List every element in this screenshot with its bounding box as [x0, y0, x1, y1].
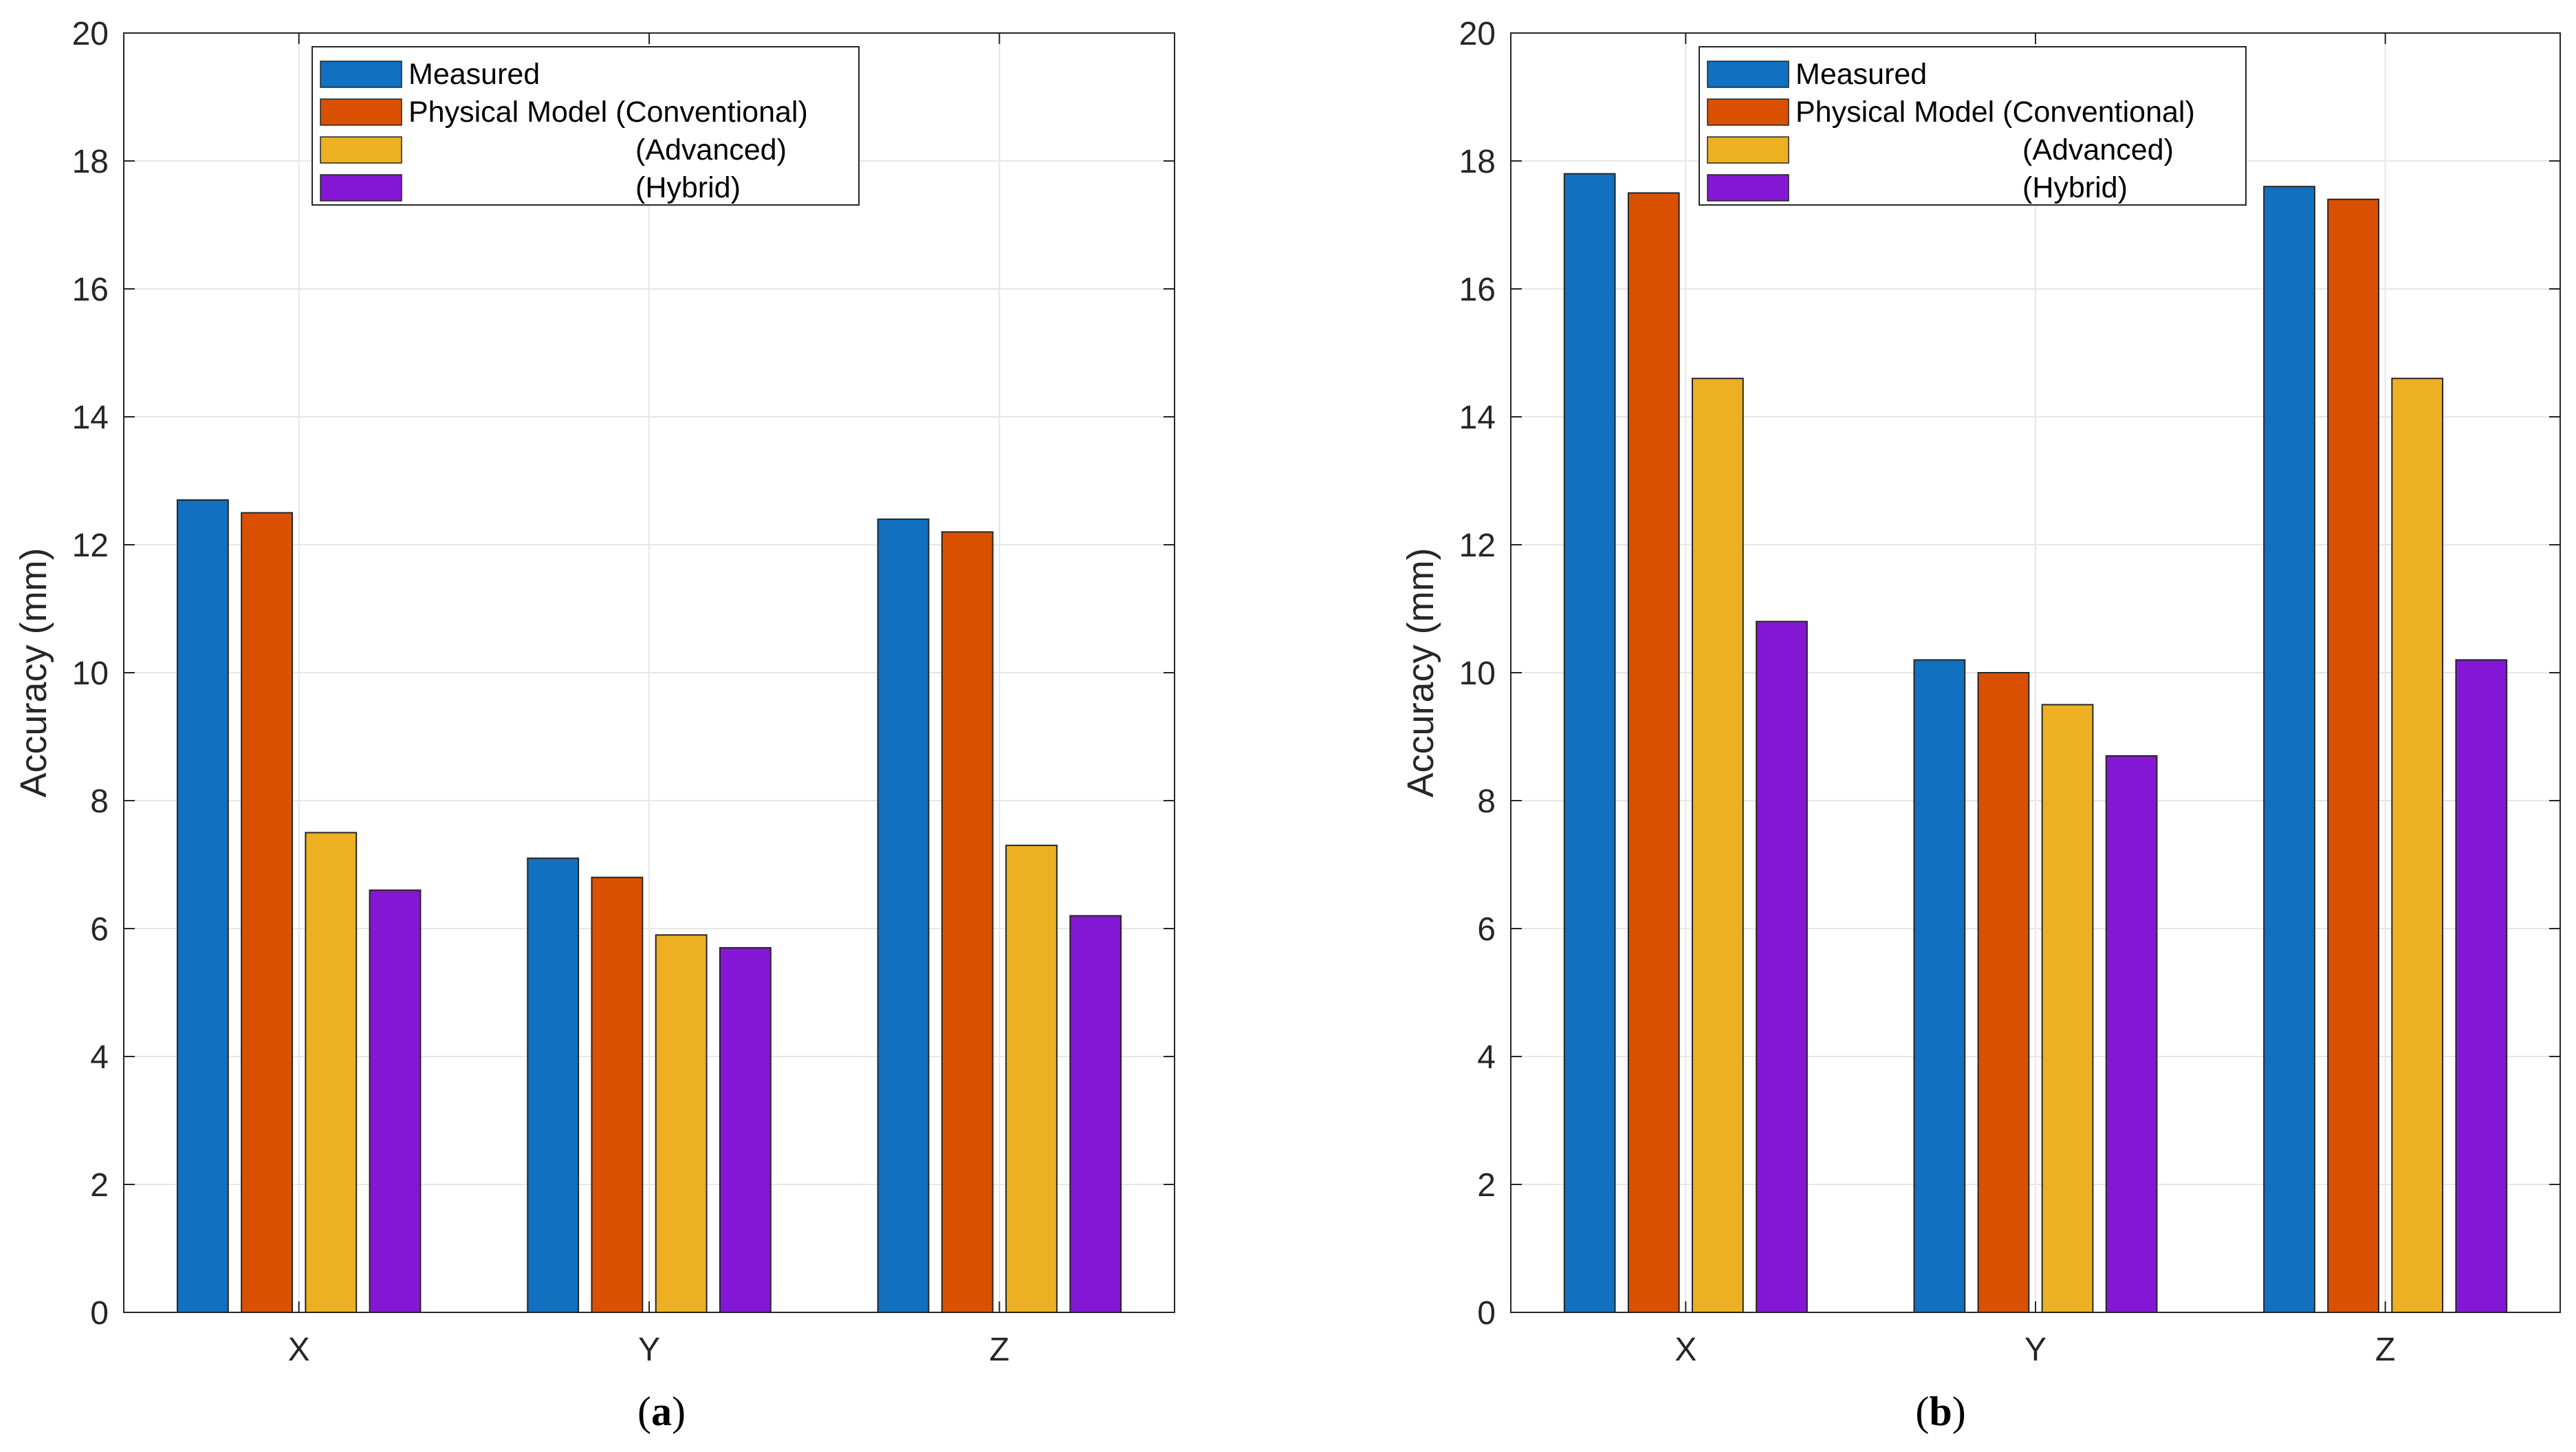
- legend-label-advanced: (Advanced): [2022, 133, 2174, 166]
- y-tick-label: 20: [1459, 16, 1496, 52]
- y-tick-label: 14: [72, 400, 109, 436]
- legend: Measured Physical Model (Conventional) (Ad…: [312, 46, 860, 206]
- legend-swatch-hybrid: [320, 174, 402, 202]
- caption-paren-close: ): [672, 1389, 686, 1434]
- legend-swatch-hybrid: [1707, 174, 1789, 202]
- y-tick-label: 10: [1459, 655, 1496, 692]
- y-tick-label: 18: [72, 144, 109, 180]
- caption-letter: b: [1929, 1389, 1952, 1434]
- y-tick-label: 4: [90, 1039, 109, 1076]
- bar-conventional-y: [591, 876, 644, 1313]
- y-tick-label: 16: [1459, 272, 1496, 308]
- y-tick-label: 12: [1459, 528, 1496, 564]
- bar-hybrid-x: [1756, 620, 1808, 1313]
- legend-swatch-measured: [320, 61, 402, 88]
- bar-conventional-y: [1977, 672, 2030, 1313]
- y-axis-title: Accuracy (mm): [13, 548, 54, 798]
- bar-advanced-y: [655, 934, 708, 1314]
- caption-paren-close: ): [1952, 1389, 1966, 1434]
- bar-measured-z: [2263, 186, 2315, 1314]
- bar-measured-x: [1563, 173, 1616, 1314]
- y-tick-label: 6: [90, 911, 109, 948]
- legend-swatch-measured: [1707, 61, 1789, 88]
- legend-swatch-advanced: [320, 136, 402, 164]
- bar-hybrid-z: [1069, 915, 1122, 1313]
- y-tick-label: 4: [1477, 1039, 1496, 1076]
- bar-hybrid-z: [2455, 659, 2508, 1313]
- bar-advanced-z: [1005, 845, 1058, 1313]
- legend-swatch-conventional: [1707, 98, 1789, 126]
- bar-conventional-z: [2327, 198, 2380, 1313]
- x-tick-label: Z: [2375, 1332, 2395, 1368]
- bar-conventional-x: [241, 512, 293, 1313]
- caption-paren-open: (: [637, 1389, 651, 1434]
- caption-letter: a: [651, 1389, 672, 1434]
- y-tick-label: 2: [1477, 1167, 1496, 1204]
- legend-label-hybrid: (Hybrid): [635, 171, 741, 204]
- axes-box: [123, 32, 1175, 1313]
- legend-label-advanced: (Advanced): [635, 133, 787, 166]
- bar-hybrid-y: [719, 946, 772, 1313]
- y-tick-label: 12: [72, 528, 109, 564]
- y-tick-label: 6: [1477, 911, 1496, 948]
- legend-swatch-conventional: [320, 98, 402, 126]
- y-tick-label: 2: [90, 1167, 109, 1204]
- x-tick-label: X: [1674, 1332, 1696, 1368]
- x-tick-label: Y: [2024, 1332, 2046, 1368]
- chart-panel-a: 0 2 4 6 8 10 12 14 16 18 20 X Y Z Accuracy (mm) Measure…: [13, 16, 1175, 1434]
- y-tick-label: 8: [1477, 783, 1496, 820]
- bar-advanced-y: [2041, 704, 2094, 1313]
- y-tick-label: 20: [72, 16, 109, 52]
- bar-advanced-z: [2391, 378, 2444, 1314]
- y-tick-label: 0: [90, 1295, 109, 1332]
- bar-advanced-x: [305, 832, 358, 1313]
- x-tick-label: X: [288, 1332, 310, 1368]
- panel-caption: (a): [637, 1389, 686, 1434]
- legend-box: [1699, 46, 2247, 206]
- legend-label-hybrid: (Hybrid): [2022, 171, 2128, 204]
- y-tick-label: 0: [1477, 1295, 1496, 1332]
- caption-paren-open: (: [1915, 1389, 1929, 1434]
- y-tick-label: 14: [1459, 400, 1496, 436]
- x-tick-label: Z: [990, 1332, 1009, 1368]
- bar-advanced-x: [1691, 378, 1744, 1314]
- bar-conventional-x: [1627, 192, 1680, 1313]
- bar-measured-z: [877, 518, 930, 1313]
- chart-panel-b: 0 2 4 6 8 10 12 14 16 18 20 X Y Z Accuracy (mm) Measure…: [1400, 16, 2561, 1434]
- y-tick-label: 18: [1459, 144, 1496, 180]
- y-tick-label: 10: [72, 655, 109, 692]
- panel-caption: (b): [1915, 1389, 1965, 1434]
- legend: Measured Physical Model (Conventional) (Ad…: [1699, 46, 2247, 206]
- axes-box: [1510, 32, 2561, 1313]
- y-axis-title: Accuracy (mm): [1400, 548, 1441, 798]
- legend-label-measured: Measured: [408, 58, 540, 91]
- bar-conventional-z: [941, 531, 994, 1313]
- bar-measured-y: [1913, 659, 1966, 1313]
- bar-hybrid-y: [2105, 755, 2158, 1313]
- legend-label-measured: Measured: [1795, 58, 1927, 91]
- y-tick-label: 16: [72, 272, 109, 308]
- bar-measured-x: [176, 499, 229, 1313]
- legend-label-conventional: Physical Model (Conventional): [408, 96, 808, 129]
- y-tick-label: 8: [90, 783, 109, 820]
- bar-measured-y: [527, 857, 580, 1313]
- legend-box: [312, 46, 860, 206]
- legend-swatch-advanced: [1707, 136, 1789, 164]
- legend-label-conventional: Physical Model (Conventional): [1795, 96, 2195, 129]
- x-tick-label: Y: [638, 1332, 660, 1368]
- bar-hybrid-x: [369, 889, 422, 1313]
